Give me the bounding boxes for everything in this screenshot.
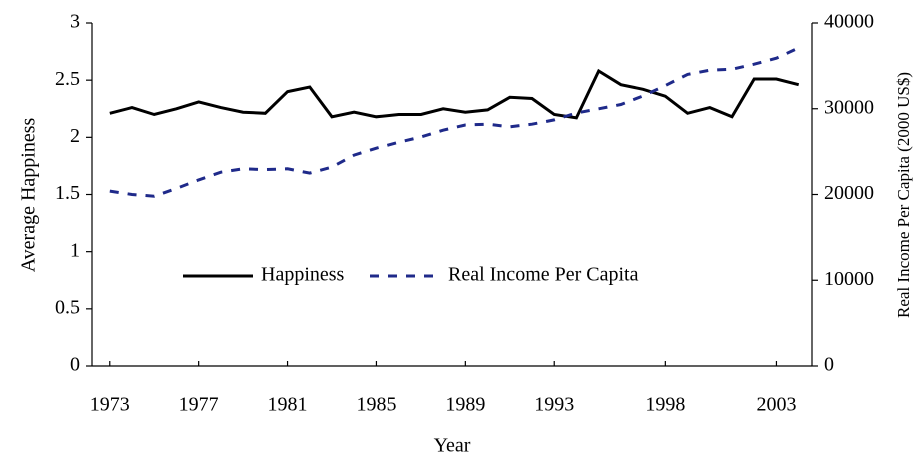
x-tick-label: 1973 — [90, 394, 130, 416]
y2-tick-label: 0 — [824, 354, 834, 376]
series-line — [109, 68, 800, 120]
legend-label: Happiness — [261, 264, 345, 286]
x-tick-label: 1998 — [645, 394, 685, 416]
y2-tick-label: 40000 — [824, 11, 874, 33]
x-axis-title: Year — [434, 435, 471, 457]
y2-tick-label: 30000 — [824, 96, 874, 118]
y-tick-label: 0 — [70, 354, 80, 376]
y2-tick-label: 10000 — [824, 268, 874, 290]
y-tick-label: 3 — [70, 11, 80, 33]
x-tick-label: 1977 — [179, 394, 219, 416]
y-tick-label: 0.5 — [55, 296, 80, 318]
y-tick-label: 1.5 — [55, 182, 80, 204]
y-tick-label: 2 — [70, 125, 80, 147]
x-tick-label: 1981 — [268, 394, 308, 416]
y-axis-title: Average Happiness — [18, 118, 40, 273]
y-tick-label: 1 — [70, 239, 80, 261]
y2-axis-title: Real Income Per Capita (2000 US$) — [894, 72, 913, 318]
y-tick-label: 2.5 — [55, 68, 80, 90]
legend-label: Real Income Per Capita — [448, 264, 639, 286]
series-line — [109, 46, 800, 198]
x-tick-label: 1985 — [356, 394, 396, 416]
x-tick-label: 1993 — [534, 394, 574, 416]
x-tick-label: 2003 — [756, 394, 796, 416]
x-tick-label: 1989 — [445, 394, 485, 416]
y2-tick-label: 20000 — [824, 182, 874, 204]
